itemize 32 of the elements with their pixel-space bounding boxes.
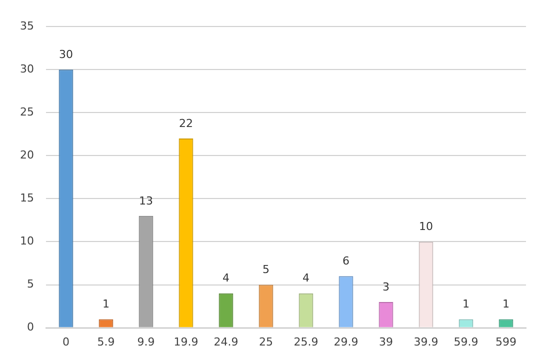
x-tick-label: 59.9 <box>454 335 478 348</box>
data-label: 13 <box>139 194 153 208</box>
data-label: 30 <box>58 48 73 61</box>
x-tick-label: 39.9 <box>414 335 438 348</box>
data-label: 1 <box>102 298 110 311</box>
data-label: 22 <box>179 116 193 130</box>
x-tick-label: 9.9 <box>137 335 155 348</box>
x-tick-label: 39 <box>379 335 393 348</box>
data-label: 6 <box>342 254 350 268</box>
x-tick-label: 29.9 <box>334 335 358 348</box>
y-tick-label: 0 <box>26 320 34 334</box>
x-tick-label: 0 <box>62 335 70 348</box>
y-tick-label: 35 <box>20 19 34 32</box>
x-tick-label: 25 <box>259 335 273 348</box>
x-tick-label: 25.9 <box>294 335 318 348</box>
x-tick-label: 599 <box>496 335 516 348</box>
y-tick-label: 20 <box>20 148 34 162</box>
y-tick-label: 15 <box>20 192 34 205</box>
data-label: 5 <box>262 263 270 276</box>
x-tick-label: 24.9 <box>214 335 238 348</box>
x-tick-label: 5.9 <box>97 335 115 348</box>
y-tick-label: 30 <box>20 62 34 76</box>
y-tick-label: 25 <box>20 106 34 119</box>
data-label: 1 <box>502 298 510 311</box>
data-label: 1 <box>462 298 470 311</box>
x-tick-label: 19.9 <box>174 335 198 348</box>
data-label: 4 <box>302 272 310 285</box>
y-tick-label: 5 <box>26 278 34 291</box>
data-label: 10 <box>419 220 433 234</box>
y-tick-label: 10 <box>20 234 34 248</box>
data-label: 4 <box>222 272 230 285</box>
data-label: 3 <box>382 280 390 294</box>
